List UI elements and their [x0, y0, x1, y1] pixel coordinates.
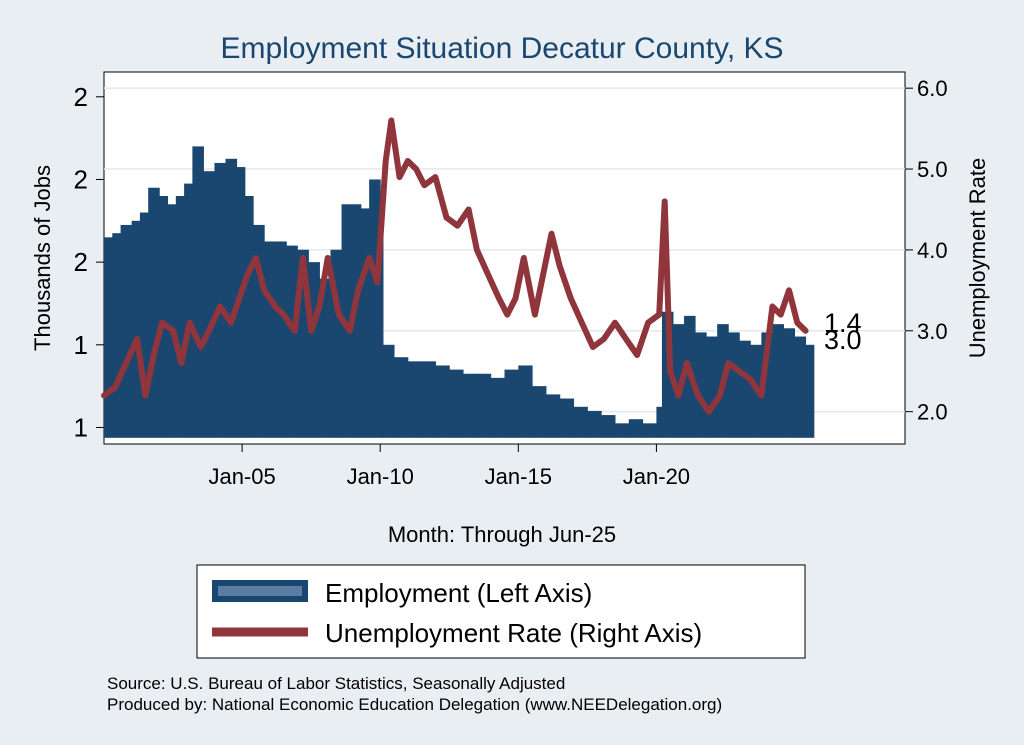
- chart-title: Employment Situation Decatur County, KS: [220, 32, 783, 65]
- x-tick-label-0: Jan-05: [208, 464, 275, 489]
- employment-bar: [112, 233, 122, 438]
- employment-bar: [407, 361, 423, 438]
- right-axis-label: Unemployment Rate: [965, 158, 990, 359]
- employment-bar: [203, 171, 215, 438]
- left-tick-label-2: 2: [74, 247, 88, 277]
- employment-bar: [120, 224, 133, 438]
- employment-bar: [360, 208, 370, 438]
- employment-bar: [184, 183, 193, 438]
- left-tick-label-3: 2: [74, 164, 88, 194]
- employment-bar: [435, 365, 450, 438]
- legend-unemployment-label: Unemployment Rate (Right Axis): [325, 618, 702, 648]
- employment-bar: [783, 328, 796, 438]
- employment-bar: [656, 406, 663, 438]
- employment-bar: [369, 179, 381, 438]
- unemployment-series: [101, 117, 809, 415]
- employment-bar: [794, 336, 807, 438]
- employment-bar: [601, 415, 616, 438]
- employment-bar: [739, 340, 751, 438]
- employment-bar: [545, 394, 561, 438]
- employment-bar: [264, 241, 276, 438]
- employment-bar: [805, 344, 815, 438]
- employment-bar: [192, 146, 204, 438]
- employment-bar: [587, 410, 602, 438]
- employment-bar: [352, 204, 362, 438]
- right-tick-label-2: 4.0: [917, 238, 948, 263]
- employment-bar: [286, 245, 298, 438]
- employment-bar: [148, 187, 160, 438]
- employment-bar: [104, 237, 113, 438]
- left-tick-label-1: 1: [74, 330, 88, 360]
- employment-bar: [728, 332, 740, 438]
- employment-bar: [518, 365, 533, 438]
- employment-bar: [341, 204, 354, 438]
- employment-bar: [131, 220, 141, 438]
- employment-bar: [672, 324, 685, 438]
- employment-bar: [253, 224, 265, 438]
- employment-bar: [244, 196, 254, 438]
- employment-bar: [159, 196, 169, 438]
- right-tick-label-1: 3.0: [917, 319, 948, 344]
- unemployment-end-label: 3.0: [824, 325, 862, 355]
- source-note: Source: U.S. Bureau of Labor Statistics,…: [107, 674, 565, 693]
- employment-bar: [380, 196, 384, 438]
- employment-bar: [614, 423, 630, 438]
- left-tick-label-0: 1: [74, 412, 88, 442]
- employment-bar: [449, 369, 464, 438]
- legend: Employment (Left Axis) Unemployment Rate…: [196, 564, 806, 659]
- employment-bar: [275, 241, 287, 438]
- right-tick-label-4: 6.0: [917, 76, 948, 101]
- employment-bar: [476, 373, 492, 438]
- employment-bar: [214, 162, 227, 438]
- employment-bar: [772, 324, 784, 438]
- employment-bar: [706, 336, 718, 438]
- employment-bar: [167, 204, 177, 438]
- employment-bar: [394, 357, 409, 438]
- employment-bar: [661, 311, 674, 438]
- employment-bar: [761, 332, 773, 438]
- employment-series: [104, 146, 815, 438]
- employment-bar: [308, 262, 320, 438]
- employment-bar: [490, 377, 505, 438]
- x-tick-label-1: Jan-10: [347, 464, 414, 489]
- employment-bar: [175, 196, 185, 438]
- left-axis-label: Thousands of Jobs: [30, 165, 55, 351]
- right-tick-label-3: 5.0: [917, 157, 948, 182]
- employment-bar: [695, 332, 707, 438]
- employment-bar: [225, 158, 238, 438]
- x-tick-label-2: Jan-15: [485, 464, 552, 489]
- employment-bar: [532, 386, 547, 438]
- employment-bar: [573, 406, 588, 438]
- employment-end-label: 1.4: [824, 308, 862, 338]
- employment-bar: [559, 398, 575, 438]
- produced-by-note: Produced by: National Economic Education…: [107, 695, 722, 714]
- axes: 1 1 2 2 2 2.0 3.0 4.0 5.0 6.0 Jan-05 Jan-10 Jan-15 Ja…: [74, 76, 948, 489]
- employment-bar: [297, 249, 309, 438]
- employment-bar: [628, 419, 644, 438]
- employment-bar: [139, 212, 149, 438]
- x-tick-label-3: Jan-20: [623, 464, 690, 489]
- employment-bar: [319, 278, 331, 438]
- right-tick-label-0: 2.0: [917, 400, 948, 425]
- x-axis-label: Month: Through Jun-25: [388, 522, 616, 547]
- employment-bar: [421, 361, 436, 438]
- employment-bar: [504, 369, 519, 438]
- employment-bar: [382, 344, 395, 438]
- unemployment-line: [101, 117, 809, 415]
- legend-employment-swatch-inner: [218, 586, 302, 596]
- left-tick-label-4: 2: [74, 82, 88, 112]
- employment-bar: [463, 373, 478, 438]
- employment-bar: [330, 249, 343, 438]
- legend-employment-label: Employment (Left Axis): [325, 578, 592, 608]
- employment-bar: [642, 423, 657, 438]
